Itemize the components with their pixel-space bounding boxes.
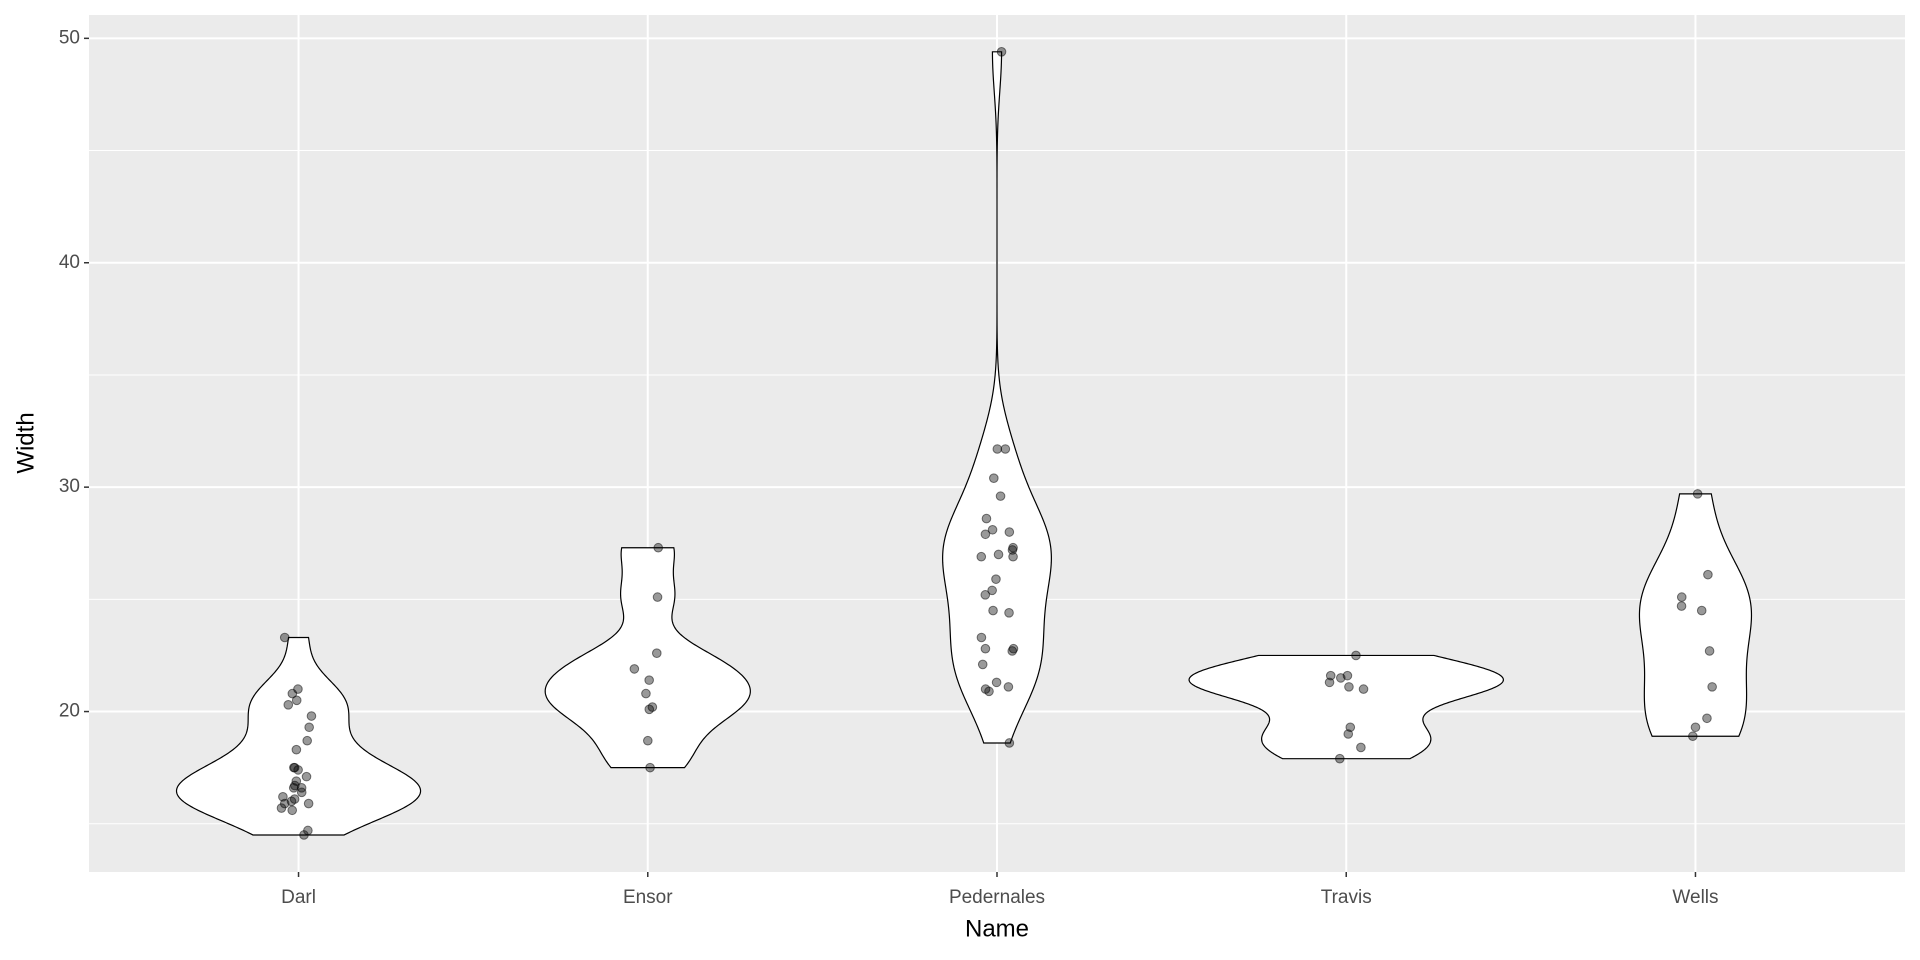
point [644,704,655,715]
point [987,585,997,596]
point [1008,551,1018,562]
x-tick-label: Darl [281,887,316,908]
point [991,574,1001,584]
point [1004,608,1014,618]
point [303,798,314,809]
point [995,491,1006,501]
y-tick-label: 50 [59,27,80,48]
point [302,735,312,746]
point [1692,489,1703,499]
point [653,542,664,553]
point [291,695,302,706]
point [989,473,999,483]
point [1000,444,1011,454]
point [641,688,651,699]
point [1334,753,1345,764]
point [276,803,287,813]
point [1704,646,1715,656]
point [993,549,1004,560]
point [287,805,298,816]
point [644,675,654,685]
point [996,47,1007,57]
point [1676,601,1687,611]
point [1004,738,1015,748]
point [1007,646,1018,656]
violin [1188,654,1504,760]
point [1343,729,1354,739]
x-axis-title: Name [965,915,1029,942]
point [283,700,294,710]
point [289,762,300,773]
violin [544,547,751,769]
point [1007,545,1018,555]
point [977,659,988,670]
x-tick-label: Pedernales [949,887,1045,908]
point [980,529,991,540]
point [1004,527,1015,537]
point [1707,682,1717,692]
point [651,648,662,659]
point [306,711,317,721]
point [980,643,991,654]
point [643,735,653,746]
point [981,513,992,524]
point [1696,605,1707,616]
y-tick-label: 40 [59,252,80,273]
x-tick-label: Ensor [623,887,673,908]
x-tick-label: Travis [1321,887,1372,908]
point [1003,682,1014,692]
point [279,632,290,643]
point [1324,677,1335,688]
point [1703,569,1713,580]
point [976,551,987,562]
point [645,762,655,773]
y-axis-title: Width [12,412,39,473]
point [1351,650,1361,661]
point [629,664,640,674]
point [304,722,314,733]
point [1336,673,1346,683]
point [1688,731,1698,742]
y-tick-label: 30 [59,476,80,497]
point [1358,684,1369,694]
point [1690,722,1701,733]
violin [1638,493,1753,737]
point [287,688,298,699]
x-tick-label: Wells [1672,887,1718,908]
point [652,592,663,602]
point [296,787,307,798]
point [291,744,302,755]
point [976,632,987,643]
point [301,771,312,782]
y-tick-label: 20 [59,701,80,722]
point [303,825,313,836]
violin [942,51,1052,744]
point [987,524,998,535]
point [1676,592,1687,602]
point [288,783,299,793]
point [988,605,998,616]
point [992,444,1003,454]
point [980,590,991,600]
point [1702,713,1712,724]
point [1344,682,1354,692]
point [1356,742,1366,753]
point [980,684,991,694]
point [991,677,1002,688]
